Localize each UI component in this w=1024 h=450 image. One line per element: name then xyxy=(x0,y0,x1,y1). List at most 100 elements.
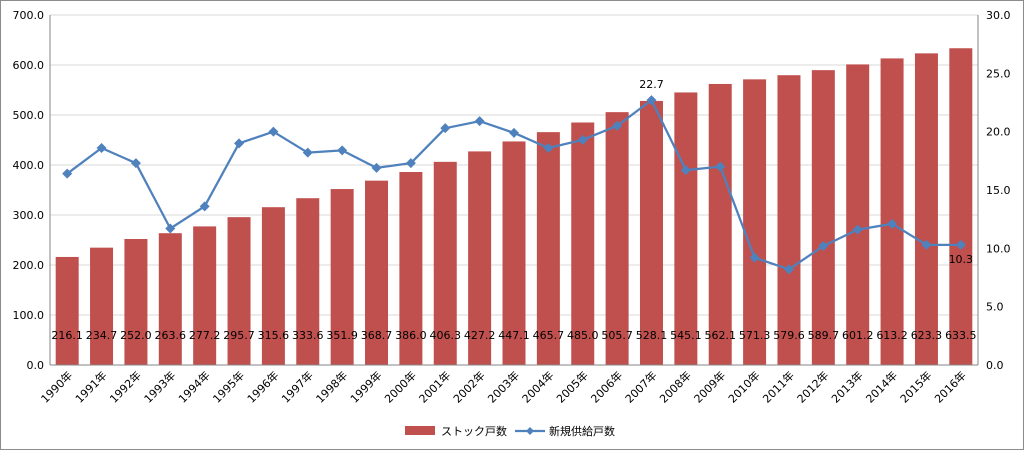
line-point xyxy=(680,165,691,176)
bar-data-label: 277.2 xyxy=(189,329,221,342)
legend-label-line: 新規供給戸数 xyxy=(549,424,615,438)
line-point xyxy=(371,162,382,173)
y-right-tick-label: 25.0 xyxy=(986,67,1011,80)
bar-data-label: 579.6 xyxy=(773,329,805,342)
x-tick-label: 2007年 xyxy=(622,368,659,405)
bar xyxy=(227,217,251,365)
y-left-tick-label: 300.0 xyxy=(13,209,45,222)
y-left-tick-label: 700.0 xyxy=(13,9,45,22)
bar-data-label: 263.6 xyxy=(155,329,187,342)
x-tick-label: 2010年 xyxy=(725,368,762,405)
x-tick-label: 2016年 xyxy=(931,368,968,405)
bar-data-label: 633.5 xyxy=(945,329,977,342)
bar xyxy=(811,70,835,366)
bar-data-label: 505.7 xyxy=(601,329,633,342)
line-point xyxy=(130,158,141,169)
bar xyxy=(124,239,148,365)
y-left-tick-label: 600.0 xyxy=(13,59,45,72)
x-tick-label: 1996年 xyxy=(244,368,281,405)
line-point xyxy=(612,120,623,131)
x-tick-label: 1998年 xyxy=(313,368,350,405)
x-tick-label: 2004年 xyxy=(519,368,556,405)
bar xyxy=(605,112,629,366)
x-tick-label: 2014年 xyxy=(863,368,900,405)
bar xyxy=(571,122,595,365)
bar-data-label: 485.0 xyxy=(567,329,599,342)
line-point xyxy=(509,127,519,138)
y-right-tick-label: 30.0 xyxy=(986,9,1011,22)
y-left-tick-label: 200.0 xyxy=(13,259,45,272)
bar xyxy=(55,256,79,365)
x-tick-label: 1997年 xyxy=(278,368,315,405)
bar-data-label: 613.2 xyxy=(876,329,908,342)
bar xyxy=(949,48,973,365)
line-point xyxy=(268,126,279,137)
x-tick-label: 1993年 xyxy=(141,368,178,405)
line-data-label: 10.3 xyxy=(949,253,974,266)
bar xyxy=(880,58,904,366)
line-point xyxy=(577,134,588,145)
line-point xyxy=(302,147,313,158)
line-point xyxy=(543,143,554,153)
bar-data-label: 386.0 xyxy=(395,329,427,342)
line-point xyxy=(234,138,245,149)
x-tick-label: 2013年 xyxy=(828,368,865,405)
line-point xyxy=(887,218,898,229)
x-tick-label: 2011年 xyxy=(760,368,797,405)
bar xyxy=(743,79,767,365)
bar xyxy=(846,64,870,366)
y-right-tick-label: 10.0 xyxy=(986,242,1011,255)
bar-data-label: 545.1 xyxy=(670,329,702,342)
bar xyxy=(914,53,938,365)
bar-data-label: 315.6 xyxy=(258,329,290,342)
bar xyxy=(330,189,354,365)
y-left-tick-label: 500.0 xyxy=(13,109,45,122)
line-point xyxy=(955,239,966,250)
x-tick-label: 1995年 xyxy=(210,368,247,405)
bar xyxy=(468,151,492,365)
bar xyxy=(502,141,526,365)
line-point xyxy=(337,145,348,156)
bar-data-label: 623.3 xyxy=(911,329,943,342)
bar-data-label: 571.3 xyxy=(739,329,771,342)
bar xyxy=(365,180,389,365)
line-point xyxy=(96,143,107,153)
x-tick-label: 1994年 xyxy=(175,368,212,405)
line-point xyxy=(474,116,485,127)
bar xyxy=(158,233,182,365)
bar-data-label: 234.7 xyxy=(86,329,118,342)
line-data-label: 22.7 xyxy=(639,78,664,91)
bar-data-label: 295.7 xyxy=(223,329,255,342)
bar-data-label: 465.7 xyxy=(533,329,565,342)
x-tick-label: 2012年 xyxy=(794,368,831,405)
bar xyxy=(399,172,423,365)
bar xyxy=(193,226,217,365)
bar-data-label: 562.1 xyxy=(704,329,736,342)
x-tick-label: 2009年 xyxy=(691,368,728,405)
line-point xyxy=(921,239,932,250)
line-point xyxy=(440,123,451,134)
line-point xyxy=(165,223,176,234)
y-left-tick-label: 400.0 xyxy=(13,159,45,172)
x-tick-label: 2015年 xyxy=(897,368,934,405)
bar xyxy=(261,207,285,365)
y-left-tick-label: 100.0 xyxy=(13,309,45,322)
bar-data-label: 427.2 xyxy=(464,329,496,342)
bar xyxy=(639,100,663,365)
bar-data-label: 351.9 xyxy=(326,329,358,342)
line-point xyxy=(646,95,657,106)
bar-data-label: 601.2 xyxy=(842,329,874,342)
bar-data-label: 216.1 xyxy=(51,329,83,342)
x-tick-label: 1999年 xyxy=(347,368,384,405)
x-tick-label: 2006年 xyxy=(588,368,625,405)
bar-data-label: 368.7 xyxy=(361,329,393,342)
x-tick-label: 1992年 xyxy=(107,368,144,405)
bar-data-label: 447.1 xyxy=(498,329,530,342)
bar xyxy=(536,132,560,365)
line-point xyxy=(818,241,829,251)
line-point xyxy=(749,252,760,263)
line-point xyxy=(62,168,73,179)
x-tick-label: 2000年 xyxy=(382,368,419,405)
bar xyxy=(90,247,114,365)
